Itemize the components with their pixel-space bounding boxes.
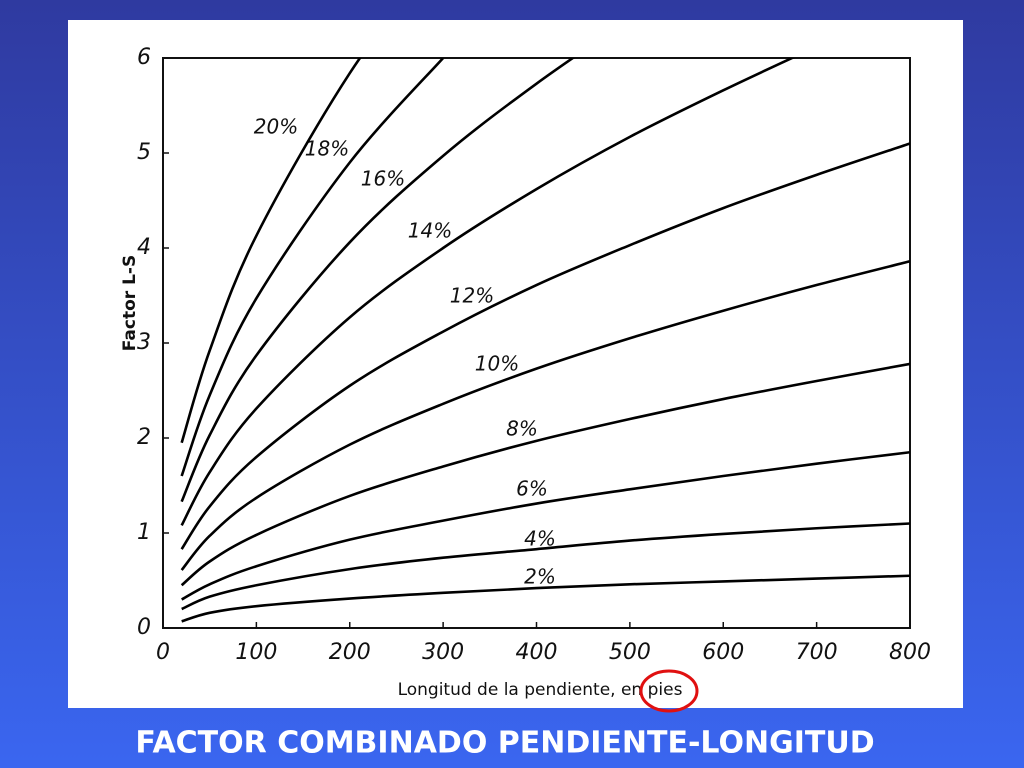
curve: [180, 58, 362, 444]
curve-label: 2%: [524, 565, 556, 589]
x-tick-label: 0: [156, 640, 170, 665]
curve-label: 14%: [408, 219, 452, 243]
x-tick-label: 400: [516, 640, 558, 665]
curve-label: 4%: [524, 527, 556, 551]
y-tick-label: 1: [137, 520, 151, 545]
x-tick-label: 100: [235, 640, 277, 665]
curve-label: 20%: [254, 115, 298, 139]
curve: [180, 362, 910, 587]
y-tick-label: 6: [137, 45, 151, 70]
curve: [180, 58, 576, 503]
x-tick-label: 600: [702, 640, 744, 665]
y-tick-label: 4: [137, 235, 151, 260]
x-tick-label: 300: [422, 640, 464, 665]
x-tick-label: 800: [889, 640, 931, 665]
plot: 2% 4% 6% 8% 10% 12% 14% 16% 18% 20%: [180, 58, 910, 623]
y-tick-label: 2: [137, 425, 151, 450]
highlight-circle: [639, 669, 699, 713]
curve-label: 6%: [516, 477, 548, 501]
x-tick-label: 500: [609, 640, 651, 665]
curve-label: 10%: [475, 352, 519, 376]
y-tick-label: 0: [137, 615, 151, 640]
slide-title: FACTOR COMBINADO PENDIENTE-LONGITUD: [135, 726, 874, 761]
x-axis-label: Longitud de la pendiente, en pies: [398, 680, 683, 700]
y-tick-label: 3: [137, 330, 151, 355]
curve-label: 18%: [305, 137, 349, 161]
curve-label: 12%: [450, 284, 494, 308]
curve-label: 16%: [361, 167, 405, 191]
x-tick-label: 700: [796, 640, 838, 665]
y-tick-label: 5: [137, 140, 151, 165]
curve: [180, 142, 910, 550]
x-tick-label: 200: [329, 640, 371, 665]
curve: [181, 522, 910, 611]
y-axis-label: Factor L-S: [120, 255, 140, 351]
curve-label: 8%: [506, 417, 538, 441]
curve: [180, 58, 445, 477]
curve: [180, 260, 910, 571]
curve: [181, 574, 910, 623]
curve: [181, 450, 910, 601]
curve: [180, 58, 796, 527]
